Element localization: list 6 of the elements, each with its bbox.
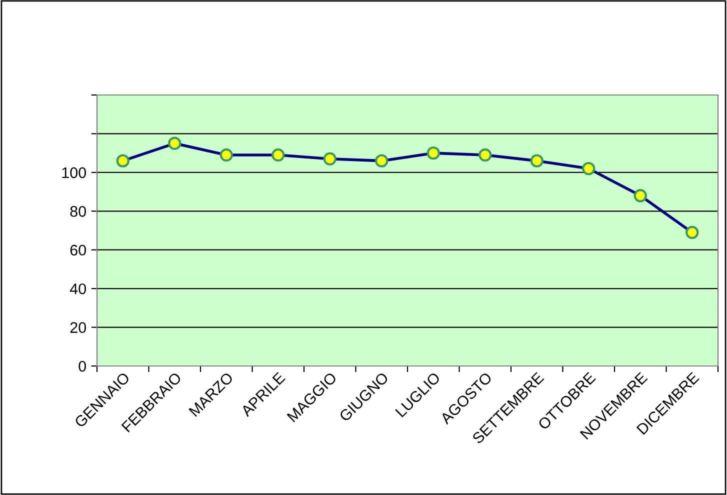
y-tick-label: 100 [62, 167, 86, 178]
y-tick-label: 40 [70, 283, 86, 294]
y-tick-label: 20 [70, 322, 86, 333]
y-tick-label: 0 [78, 360, 86, 372]
y-tick-label: 60 [70, 244, 86, 256]
y-tick-label: 80 [70, 206, 86, 217]
